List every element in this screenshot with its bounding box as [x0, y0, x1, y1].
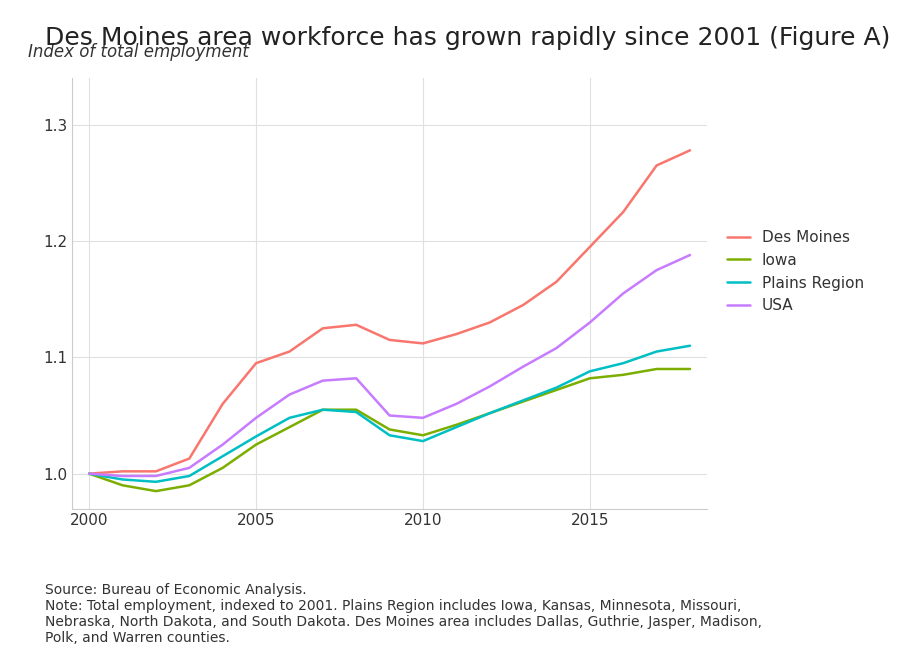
Des Moines [83, 469, 94, 477]
Plains Region [217, 452, 228, 460]
Line: Plains Region: Plains Region [89, 346, 690, 482]
Des Moines [217, 400, 228, 408]
Des Moines [551, 278, 562, 286]
Plains Region [651, 348, 662, 355]
Des Moines [117, 467, 128, 475]
USA [117, 472, 128, 480]
Plains Region [251, 432, 262, 440]
Plains Region [451, 423, 462, 431]
Iowa [251, 441, 262, 449]
Line: Des Moines: Des Moines [89, 151, 690, 473]
Line: Iowa: Iowa [89, 369, 690, 491]
Plains Region [83, 469, 94, 477]
USA [150, 472, 161, 480]
Plains Region [351, 408, 361, 416]
USA [317, 377, 328, 385]
Plains Region [117, 475, 128, 483]
Iowa [284, 423, 294, 431]
Plains Region [584, 368, 595, 376]
Iowa [351, 406, 361, 413]
Des Moines [251, 359, 262, 367]
Plains Region [150, 478, 161, 486]
Iowa [117, 481, 128, 489]
Line: USA: USA [89, 255, 690, 476]
Iowa [517, 398, 528, 406]
Plains Region [184, 472, 195, 480]
Plains Region [517, 396, 528, 404]
Iowa [83, 469, 94, 477]
Des Moines [685, 147, 696, 155]
Des Moines [451, 330, 462, 338]
Iowa [317, 406, 328, 413]
USA [284, 391, 294, 398]
USA [351, 374, 361, 382]
Iowa [618, 371, 629, 379]
USA [517, 363, 528, 370]
USA [685, 251, 696, 259]
Des Moines [418, 340, 429, 348]
Text: Source: Bureau of Economic Analysis.
Note: Total employment, indexed to 2001. Pl: Source: Bureau of Economic Analysis. Not… [45, 583, 762, 645]
Iowa [150, 487, 161, 495]
Iowa [451, 421, 462, 429]
USA [251, 414, 262, 422]
Des Moines [651, 162, 662, 170]
USA [384, 411, 395, 419]
Iowa [485, 409, 496, 417]
Text: Des Moines area workforce has grown rapidly since 2001 (Figure A): Des Moines area workforce has grown rapi… [45, 26, 891, 50]
USA [651, 266, 662, 274]
Plains Region [685, 342, 696, 349]
USA [451, 400, 462, 408]
Iowa [551, 386, 562, 394]
Des Moines [584, 243, 595, 251]
Des Moines [517, 301, 528, 309]
USA [485, 383, 496, 391]
USA [551, 344, 562, 352]
USA [618, 289, 629, 297]
USA [217, 441, 228, 449]
Plains Region [551, 383, 562, 391]
Plains Region [384, 432, 395, 439]
Plains Region [485, 409, 496, 417]
Text: Index of total employment: Index of total employment [28, 43, 249, 61]
Plains Region [317, 406, 328, 413]
USA [184, 464, 195, 472]
Des Moines [317, 325, 328, 333]
Plains Region [618, 359, 629, 367]
USA [83, 469, 94, 477]
Iowa [217, 464, 228, 472]
Iowa [418, 432, 429, 439]
Iowa [651, 365, 662, 373]
Iowa [584, 374, 595, 382]
Des Moines [184, 454, 195, 462]
Des Moines [351, 321, 361, 329]
Des Moines [485, 319, 496, 327]
Des Moines [150, 467, 161, 475]
Des Moines [384, 336, 395, 344]
USA [584, 319, 595, 327]
USA [418, 414, 429, 422]
Legend: Des Moines, Iowa, Plains Region, USA: Des Moines, Iowa, Plains Region, USA [720, 224, 870, 319]
Plains Region [284, 414, 294, 422]
Plains Region [418, 437, 429, 445]
Des Moines [284, 348, 294, 355]
Iowa [184, 481, 195, 489]
Des Moines [618, 208, 629, 216]
Iowa [685, 365, 696, 373]
Iowa [384, 426, 395, 434]
